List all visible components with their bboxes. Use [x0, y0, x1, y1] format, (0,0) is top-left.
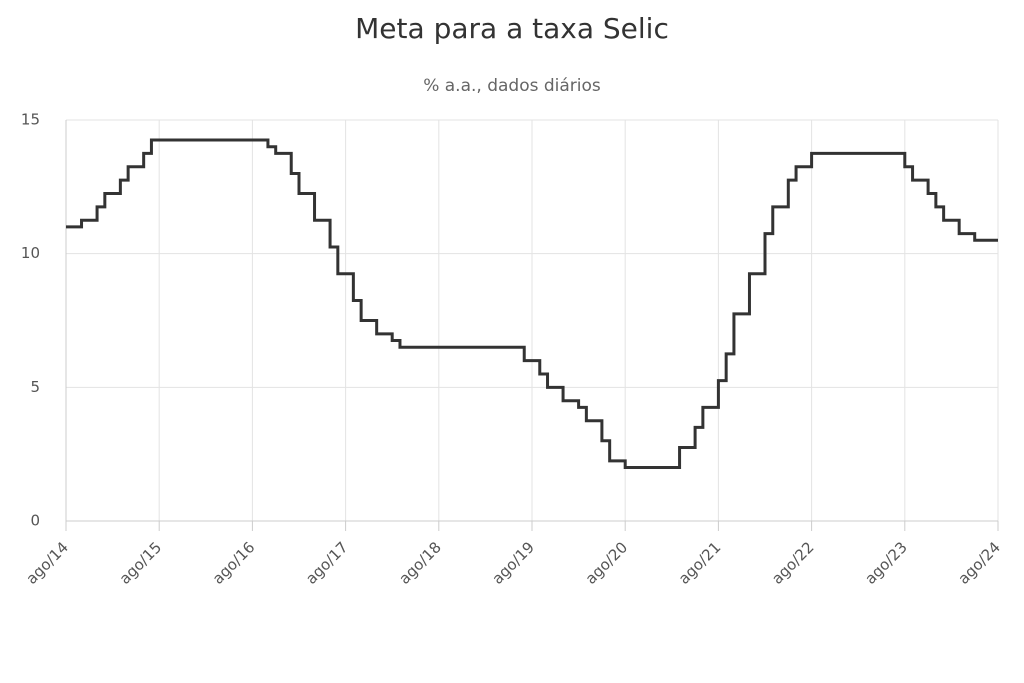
- x-tick-label: ago/20: [582, 538, 632, 588]
- y-tick-label: 15: [21, 111, 40, 129]
- x-tick-label: ago/18: [395, 538, 445, 588]
- x-tick-label: ago/21: [675, 538, 725, 588]
- x-tick-label: ago/16: [209, 538, 259, 588]
- x-tick-label: ago/19: [488, 538, 538, 588]
- y-tick-label: 5: [30, 378, 40, 396]
- x-tick-label: ago/23: [861, 538, 911, 588]
- chart-subtitle: % a.a., dados diários: [423, 76, 601, 96]
- line: [66, 138, 998, 470]
- x-tick-label: ago/24: [954, 538, 1004, 588]
- x-tick-label: ago/15: [116, 538, 166, 588]
- y-tick-label: 0: [30, 512, 40, 530]
- x-tick-label: ago/22: [768, 538, 818, 588]
- chart-title: Meta para a taxa Selic: [355, 12, 669, 45]
- x-tick-label: ago/17: [302, 538, 352, 588]
- y-tick-label: 10: [21, 244, 40, 262]
- x-tick-label: ago/14: [22, 538, 72, 588]
